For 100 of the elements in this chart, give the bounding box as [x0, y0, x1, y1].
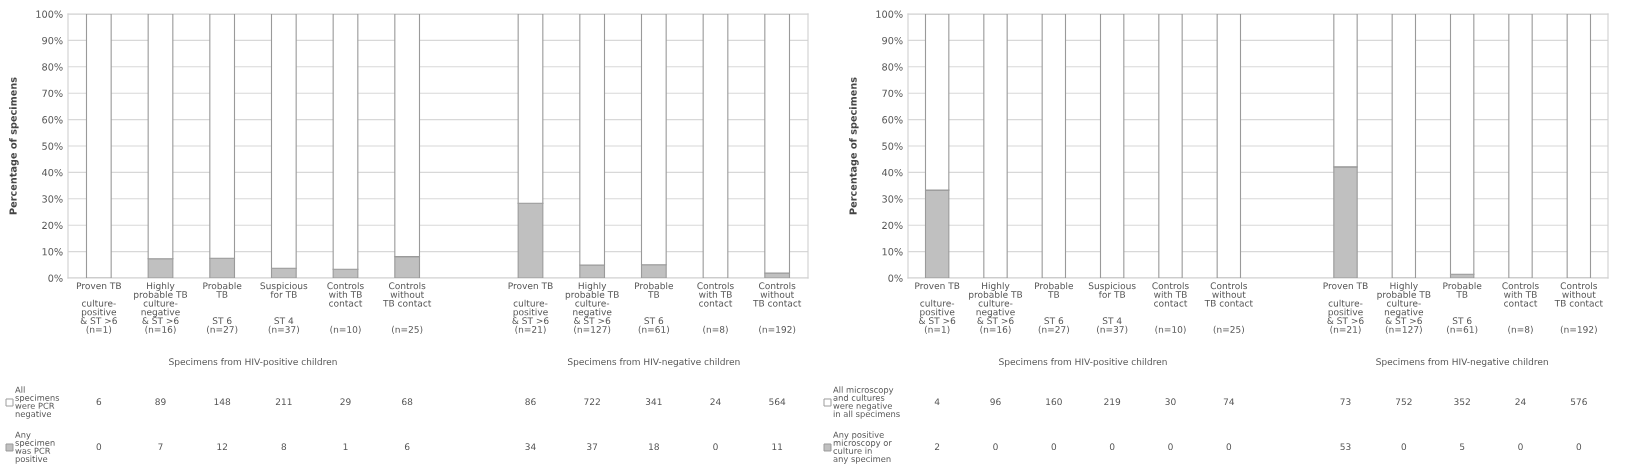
y-tick-label: 80% [882, 63, 903, 71]
bar [1449, 14, 1475, 275]
data-label: 11 [772, 443, 783, 450]
data-label: 18 [649, 443, 659, 451]
data-label: 0 [1051, 443, 1057, 451]
y-tick-label: 0% [888, 274, 903, 282]
legend-label: All microscopy and cultures were negative in all specimens [833, 386, 900, 419]
y-axis-title: Percentage of specimens [9, 77, 19, 215]
data-label: 752 [1395, 398, 1412, 406]
data-label: 341 [645, 398, 662, 406]
legend-label: Any specimen was PCR positive [15, 431, 55, 464]
category-label: Controls without TB contact (n=192) [1554, 282, 1603, 334]
y-axis-title: Percentage of specimens [849, 77, 859, 215]
bar [1099, 14, 1125, 278]
y-tick-label: 80% [42, 63, 63, 71]
legend-label: Any positive microscopy or culture in any specimen [833, 431, 892, 464]
y-tick-label: 30% [882, 195, 903, 203]
x-tick-label: Highly probable TB culture- negative & ST >6 (n=16) [134, 282, 188, 334]
data-label: 0 [993, 443, 998, 451]
data-label: 352 [1454, 398, 1470, 406]
data-label: 86 [525, 398, 536, 406]
data-label: 4 [934, 398, 940, 405]
category-label: Probable TB ST 6 (n=61) [635, 282, 674, 334]
data-label: 89 [155, 398, 166, 406]
x-tick-label: Proven TB culture- positive & ST >6 (n=21) [1323, 282, 1368, 334]
data-label: 0 [1401, 443, 1407, 451]
text: Specimens from HIV-positive children [999, 358, 1167, 367]
data-label: 211 [275, 398, 292, 405]
category-label: Controls without TB contact (n=25) [382, 282, 432, 334]
data-label: 0 [1226, 443, 1232, 451]
category-label: Controls without TB contact (n=192) [752, 282, 802, 334]
data-label: 6 [96, 398, 102, 406]
data-label: 53 [1340, 443, 1351, 451]
data-label: 73 [1340, 398, 1351, 406]
data-label: 160 [1046, 398, 1062, 406]
y-tick-label: 30% [42, 195, 63, 203]
data-label: 0 [1109, 443, 1115, 451]
y-tick-label: 10% [42, 248, 63, 256]
x-tick-label: Proven TB culture- positive & ST >6 (n=21) [508, 282, 553, 334]
x-tick-label: Proven TB culture- positive & ST >6 (n=1) [915, 282, 960, 334]
data-label: 12 [217, 443, 228, 450]
x-tick-label: Highly probable TB culture- negative & ST >6 (n=127) [565, 282, 619, 334]
legend-label: All specimens were PCR negative [15, 386, 60, 419]
text: Specimens from HIV-negative children [567, 358, 740, 367]
data-label: 24 [710, 398, 721, 405]
category-label: Probable TB ST 6 (n=27) [203, 282, 242, 334]
bar [1508, 14, 1533, 278]
y-tick-label: 40% [42, 168, 63, 177]
data-label: 8 [281, 443, 287, 451]
category-label: Controls without TB contact (n=25) [1204, 282, 1253, 334]
data-label: 5 [1459, 443, 1465, 451]
category-label: Controls with TB contact (n=10) [327, 282, 364, 334]
data-label: 576 [1570, 398, 1587, 406]
y-tick-label: 70% [42, 89, 63, 98]
y-tick-label: 50% [42, 142, 63, 150]
data-label: 2 [934, 443, 940, 450]
bar [85, 14, 112, 278]
data-label: 30 [1165, 398, 1176, 406]
data-label: 148 [214, 398, 231, 406]
y-tick-label: 70% [882, 89, 903, 98]
y-tick-label: 50% [882, 142, 903, 150]
data-label: 0 [1168, 443, 1173, 451]
bar [1158, 14, 1183, 278]
category-label: Probable TB ST 6 (n=27) [1035, 282, 1074, 334]
x-tick-label: Proven TB culture- positive & ST >6 (n=1) [76, 282, 121, 334]
bar [764, 14, 791, 274]
x-tick-label: Highly probable TB culture- negative & ST >6 (n=16) [969, 282, 1023, 334]
data-label: 6 [404, 443, 410, 451]
y-tick-label: 20% [42, 221, 63, 230]
category-label: Controls with TB contact (n=10) [1152, 282, 1189, 334]
y-tick-label: 20% [882, 221, 903, 230]
y-tick-label: 10% [882, 248, 903, 256]
text: Specimens from HIV-positive children [169, 358, 337, 367]
data-label: 219 [1104, 398, 1121, 406]
y-tick-label: 90% [42, 36, 63, 45]
y-tick-label: 100% [36, 10, 63, 18]
y-tick-label: 60% [882, 116, 903, 124]
data-label: 0 [1576, 443, 1582, 451]
y-tick-label: 90% [882, 36, 903, 45]
data-label: 37 [587, 443, 598, 451]
data-label: 1 [343, 443, 348, 450]
data-label: 7 [158, 443, 163, 450]
data-label: 29 [340, 398, 351, 406]
category-label: Suspicious for TB ST 4 (n=37) [1088, 282, 1136, 334]
y-tick-label: 60% [42, 116, 63, 124]
data-label: 96 [990, 398, 1001, 406]
data-label: 0 [713, 443, 718, 451]
bar [1041, 14, 1067, 278]
data-label: 74 [1223, 398, 1235, 405]
y-tick-label: 100% [876, 10, 903, 18]
data-label: 34 [525, 443, 536, 451]
data-label: 722 [584, 398, 600, 405]
bar [983, 14, 1008, 278]
y-tick-label: 40% [882, 168, 903, 177]
bar [1566, 14, 1592, 278]
category-label: Controls with TB contact (n=8) [1502, 282, 1539, 334]
bar [1391, 14, 1417, 278]
data-label: 0 [96, 443, 102, 451]
category-label: Suspicious for TB ST 4 (n=37) [260, 282, 308, 334]
category-label: Controls with TB contact (n=8) [697, 282, 734, 334]
